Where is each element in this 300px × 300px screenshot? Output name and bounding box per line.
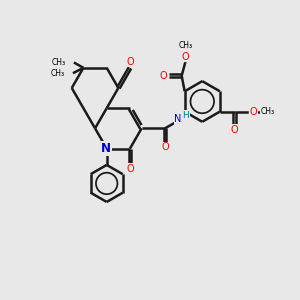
Text: H: H [182, 111, 189, 120]
Text: CH₃: CH₃ [178, 40, 192, 50]
Text: O: O [182, 52, 189, 62]
Text: CH₃: CH₃ [261, 107, 275, 116]
Text: N: N [174, 114, 182, 124]
Text: O: O [231, 124, 238, 134]
Text: O: O [126, 57, 134, 67]
Text: O: O [250, 106, 257, 117]
Text: CH₃: CH₃ [50, 69, 64, 78]
Text: CH₃: CH₃ [51, 58, 65, 67]
Text: O: O [127, 164, 134, 174]
Text: O: O [160, 71, 168, 81]
Text: O: O [161, 142, 169, 152]
Text: N: N [101, 142, 111, 155]
